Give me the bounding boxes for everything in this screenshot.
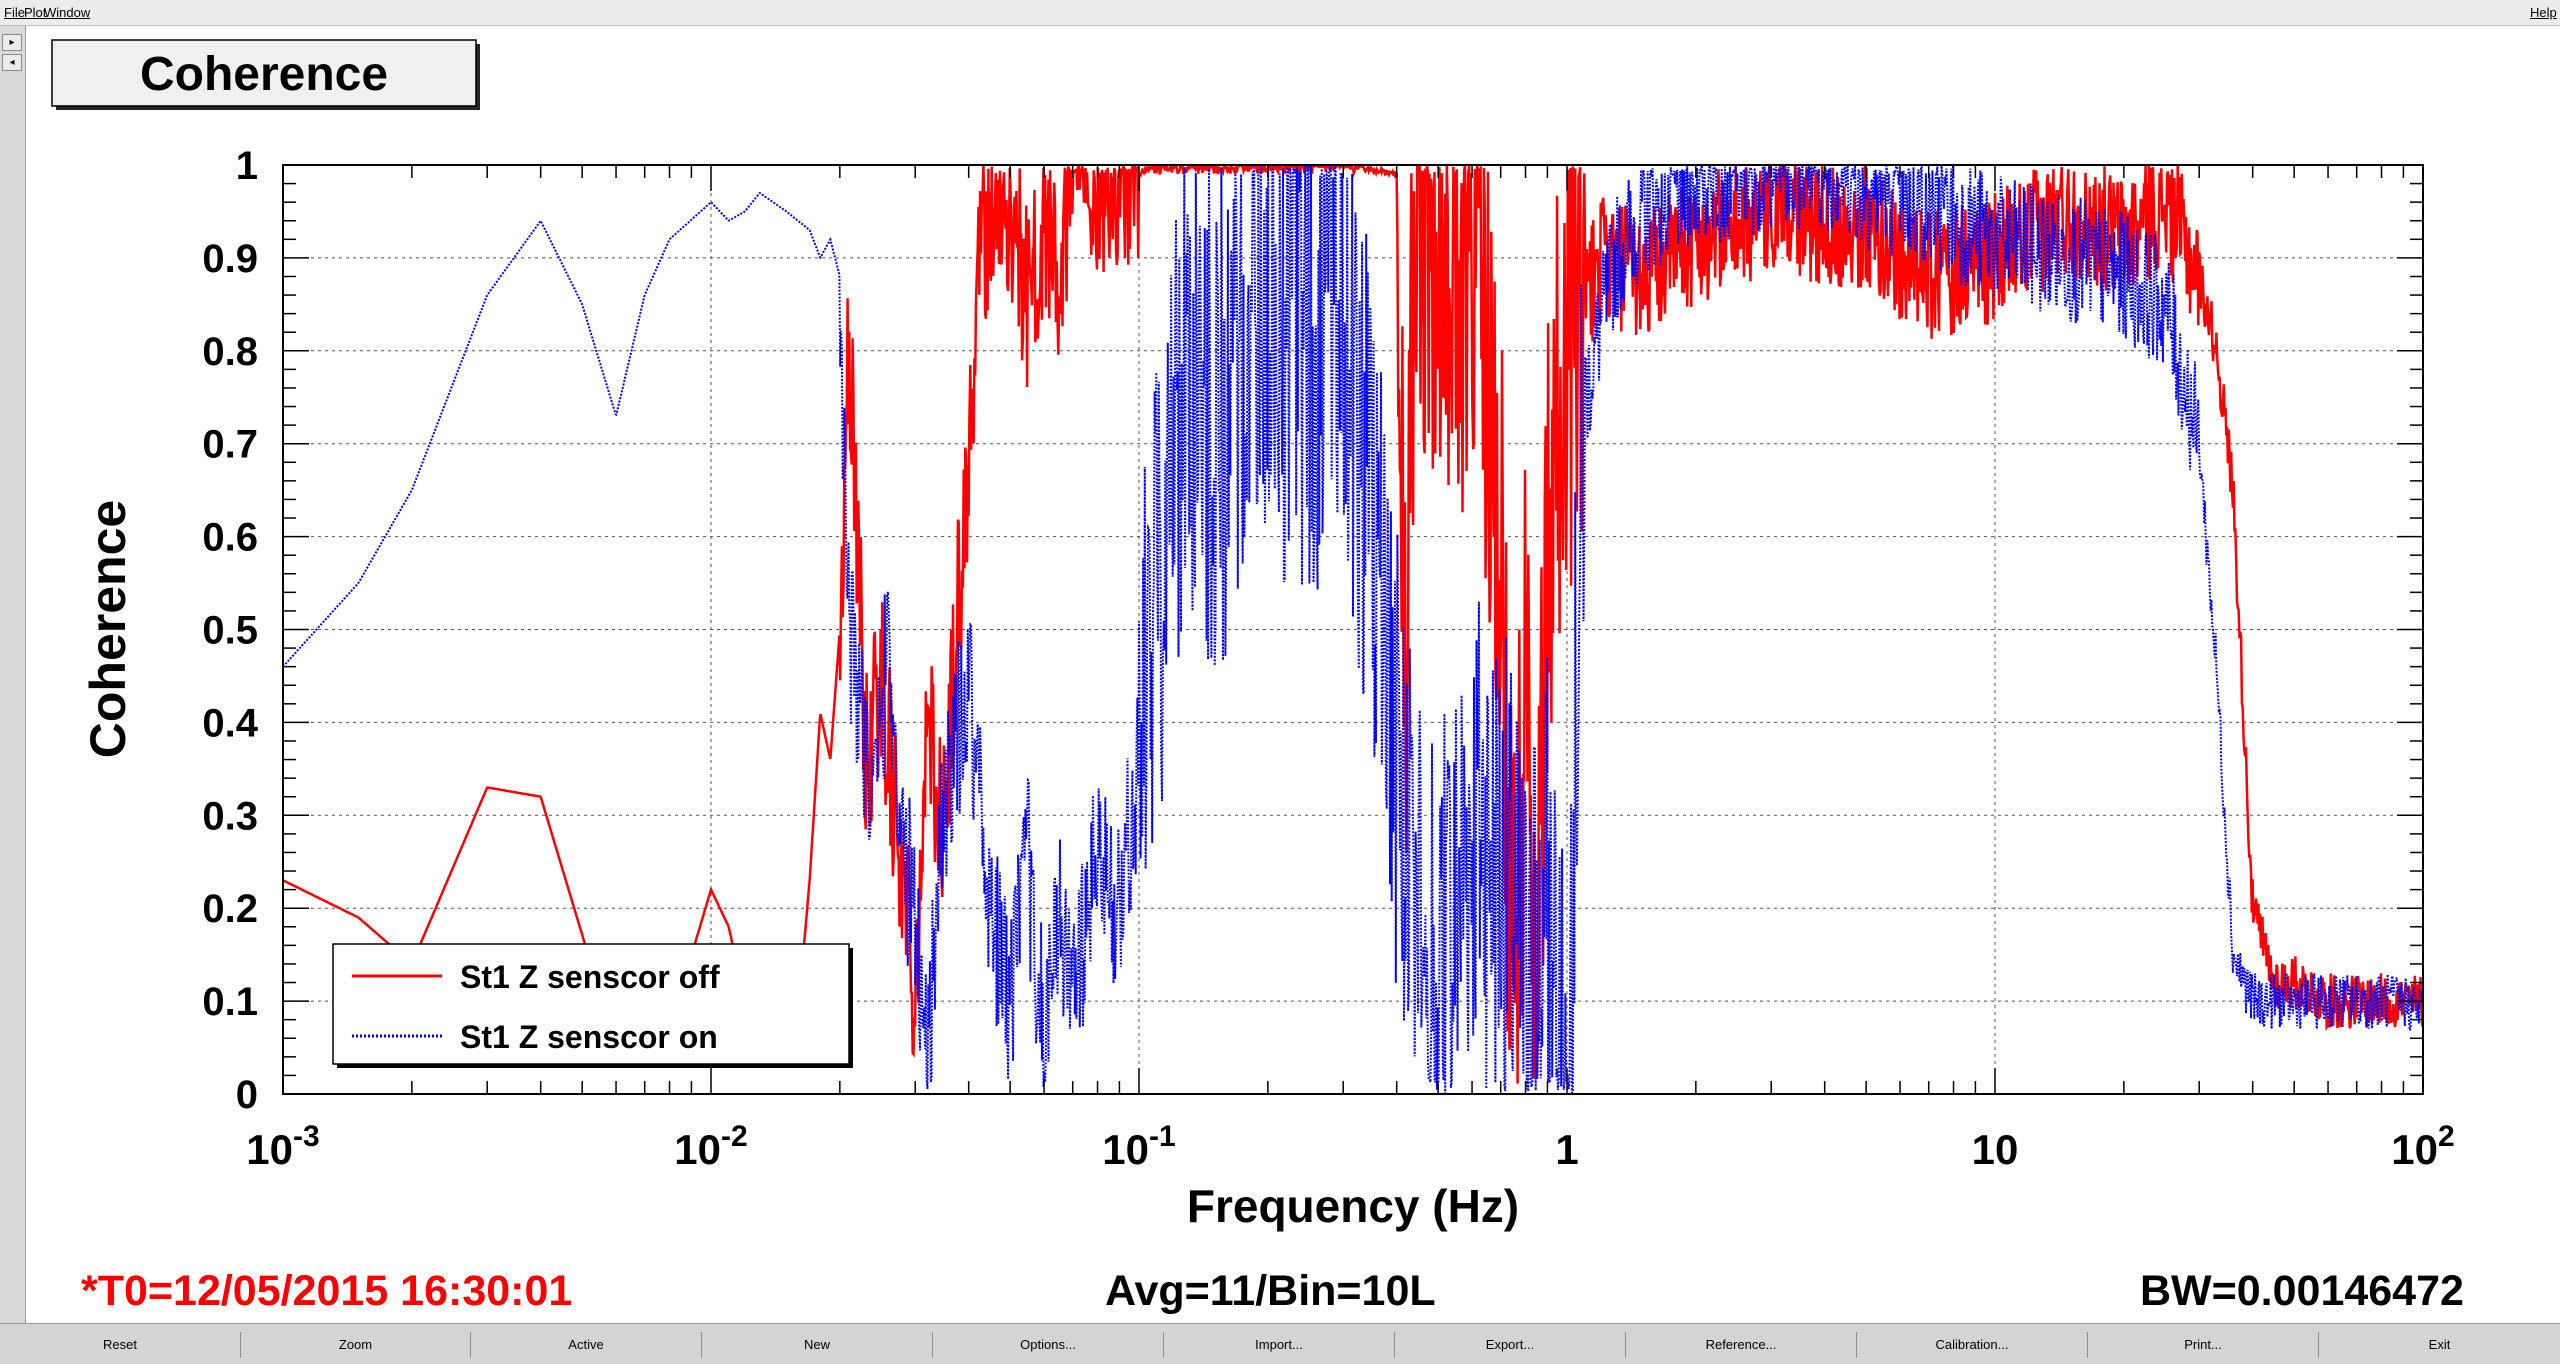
bandwidth-info: BW=0.00146472 bbox=[2140, 1267, 2464, 1315]
y-tick-label: 0.6 bbox=[202, 516, 258, 560]
coherence-chart: Coherence 0 0.1 0.2 0.3 0.4 0.5 0.6 0.7 0.8 0.9 1 1… bbox=[51, 39, 2455, 1232]
calibration-button[interactable]: Calibration... bbox=[1857, 1332, 2088, 1358]
y-tick-label: 0.7 bbox=[202, 423, 258, 467]
chart-title-box: Coherence bbox=[51, 39, 480, 110]
legend-label-off: St1 Z senscor off bbox=[460, 959, 720, 995]
series-senscor-on-line bbox=[283, 165, 2423, 1094]
axis-ticks bbox=[282, 164, 2423, 1095]
legend: St1 Z senscor off St1 Z senscor on bbox=[332, 943, 853, 1068]
menu-help[interactable]: Help bbox=[2530, 5, 2557, 20]
x-axis-label: Frequency (Hz) bbox=[1187, 1180, 1519, 1232]
x-tick-label: 102 bbox=[2391, 1120, 2454, 1173]
export-button[interactable]: Export... bbox=[1395, 1332, 1626, 1358]
x-tick-label: 10 bbox=[1972, 1126, 2019, 1173]
options-button[interactable]: Options... bbox=[933, 1332, 1164, 1358]
reset-button[interactable]: Reset bbox=[0, 1332, 241, 1358]
menu-bar: File Plot Window Help bbox=[0, 0, 2560, 26]
tick-labels: 0 0.1 0.2 0.3 0.4 0.5 0.6 0.7 0.8 0.9 1 10-3 10-2 10-… bbox=[202, 144, 2454, 1173]
expand-right-arrow-icon[interactable]: ▸ bbox=[2, 34, 22, 51]
y-tick-label: 0.3 bbox=[202, 794, 258, 838]
y-tick-label: 0.4 bbox=[202, 701, 258, 745]
x-tick-label: 1 bbox=[1555, 1126, 1578, 1173]
left-control-strip: ▸ ◂ bbox=[0, 26, 26, 1323]
collapse-left-arrow-icon[interactable]: ◂ bbox=[2, 54, 22, 71]
t0-timestamp: *T0=12/05/2015 16:30:01 bbox=[81, 1267, 573, 1315]
y-tick-label: 0.2 bbox=[202, 887, 258, 931]
import-button[interactable]: Import... bbox=[1164, 1332, 1395, 1358]
x-tick-label: 10-2 bbox=[674, 1120, 747, 1173]
x-tick-label: 10-3 bbox=[246, 1120, 319, 1173]
menu-window[interactable]: Window bbox=[44, 5, 91, 20]
active-button[interactable]: Active bbox=[471, 1332, 702, 1358]
avg-bin-info: Avg=11/Bin=10L bbox=[1105, 1267, 1436, 1315]
plot-canvas[interactable]: Coherence 0 0.1 0.2 0.3 0.4 0.5 0.6 0.7 0.8 0.9 1 1… bbox=[27, 27, 2560, 1323]
y-tick-label: 1 bbox=[236, 144, 258, 188]
y-tick-label: 0.8 bbox=[202, 330, 258, 374]
exit-button[interactable]: Exit bbox=[2319, 1332, 2560, 1358]
reference-button[interactable]: Reference... bbox=[1626, 1332, 1857, 1358]
x-tick-label: 10-1 bbox=[1102, 1120, 1175, 1173]
bottom-button-bar: Reset Zoom Active New Options... Import.… bbox=[0, 1323, 2560, 1364]
menu-plot[interactable]: Plot bbox=[24, 5, 47, 20]
menu-file[interactable]: File bbox=[4, 5, 25, 20]
legend-label-on: St1 Z senscor on bbox=[460, 1019, 718, 1055]
y-tick-label: 0 bbox=[236, 1073, 258, 1117]
y-tick-label: 0.1 bbox=[202, 980, 258, 1024]
print-button[interactable]: Print... bbox=[2088, 1332, 2319, 1358]
y-tick-label: 0.5 bbox=[202, 609, 258, 653]
y-tick-label: 0.9 bbox=[202, 237, 258, 281]
chart-title: Coherence bbox=[140, 48, 388, 101]
new-button[interactable]: New bbox=[702, 1332, 933, 1358]
y-axis-label: Coherence bbox=[80, 500, 136, 758]
zoom-button[interactable]: Zoom bbox=[241, 1332, 471, 1358]
